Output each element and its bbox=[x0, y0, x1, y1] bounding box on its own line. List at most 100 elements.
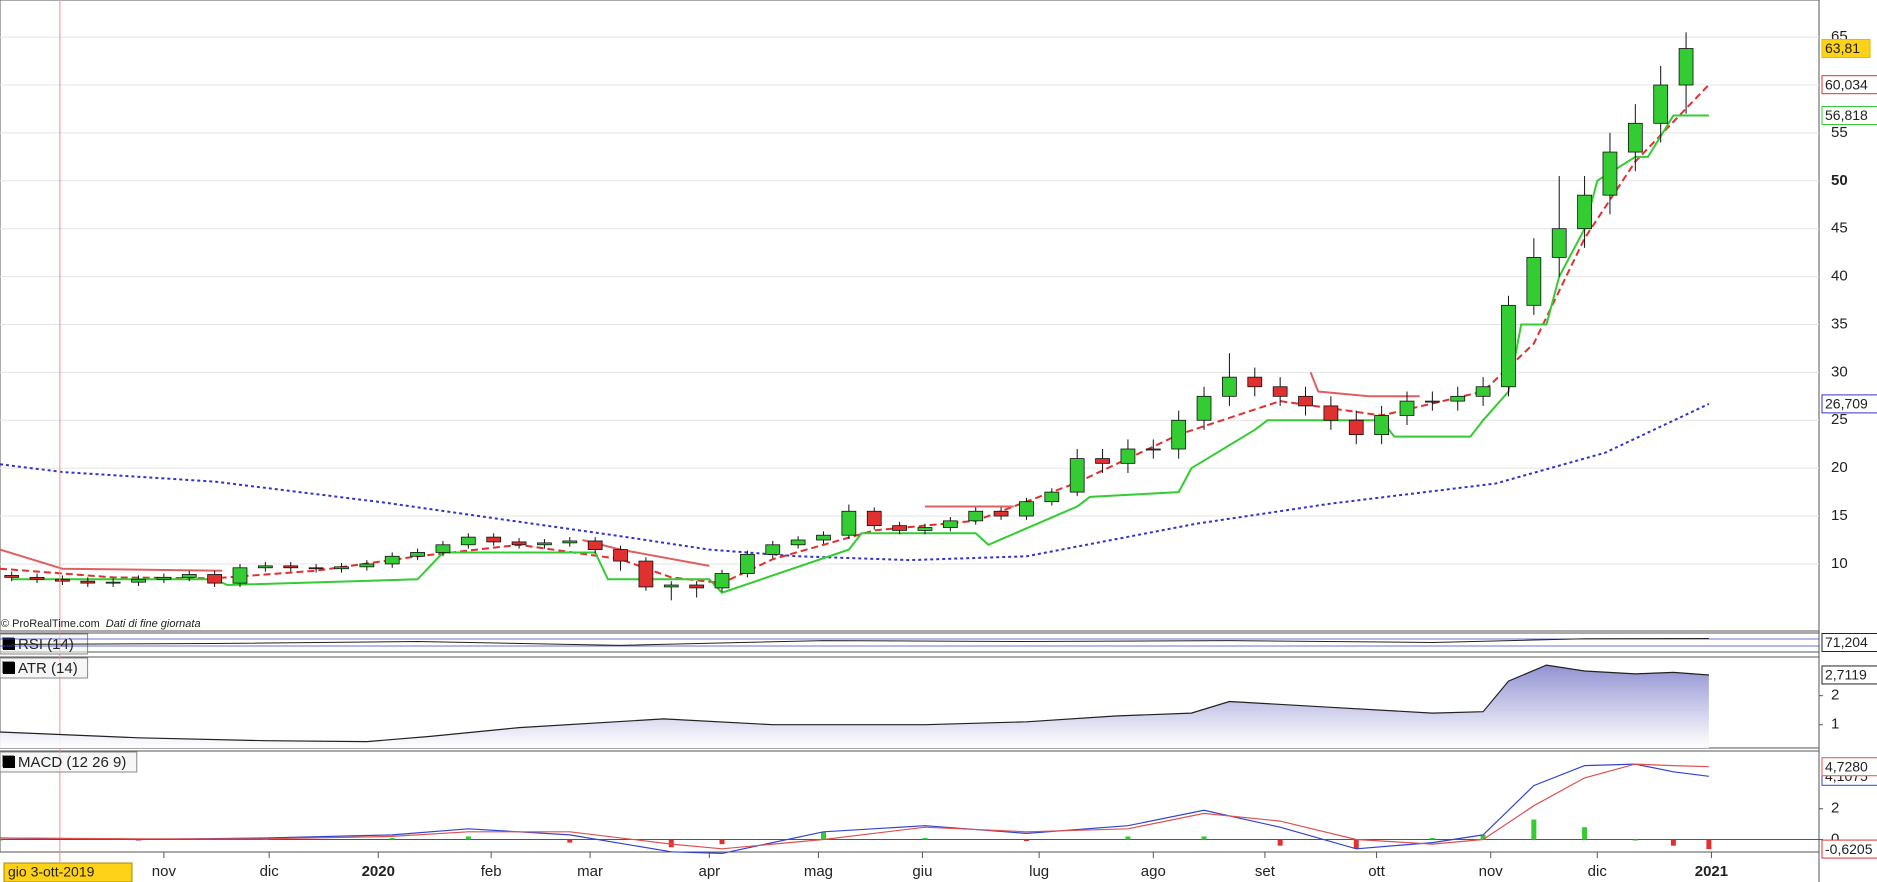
histogram-bar bbox=[567, 839, 573, 843]
cursor-label-box bbox=[3, 862, 133, 882]
value-label: 60,034 bbox=[1825, 76, 1868, 92]
value-label-box bbox=[1821, 105, 1877, 125]
overlay-line bbox=[0, 402, 1710, 562]
x-tick-label: nov bbox=[152, 863, 177, 880]
candle-body bbox=[1171, 419, 1187, 450]
candle-body bbox=[232, 567, 248, 584]
candle-body bbox=[410, 552, 425, 557]
x-tick-label: 2020 bbox=[362, 863, 395, 880]
copyright-text: © ProRealTime.com bbox=[1, 618, 100, 630]
x-tick-label: lug bbox=[1029, 863, 1049, 880]
y-tick-label: 1 bbox=[1831, 716, 1839, 733]
candle-body bbox=[1374, 415, 1390, 436]
histogram-bar bbox=[1582, 827, 1588, 840]
atr-line bbox=[0, 664, 1709, 743]
candle-body bbox=[55, 578, 70, 582]
candle-body bbox=[1602, 151, 1618, 196]
candle-body bbox=[714, 573, 730, 589]
y-tick-label: 15 bbox=[1831, 507, 1848, 524]
candle-body bbox=[841, 510, 857, 536]
value-label: 56,818 bbox=[1825, 107, 1868, 123]
candle-body bbox=[1526, 257, 1542, 306]
rsi-line bbox=[11, 638, 1709, 646]
histogram-bar bbox=[922, 837, 928, 840]
value-label-box bbox=[1821, 633, 1877, 652]
candle-body bbox=[486, 536, 502, 543]
candle-body bbox=[1551, 228, 1567, 258]
x-tick-label: feb bbox=[481, 863, 502, 880]
candle-body bbox=[1424, 400, 1440, 403]
candle-body bbox=[460, 536, 476, 546]
x-tick-label: dic bbox=[1588, 863, 1608, 880]
candle-body bbox=[1044, 491, 1060, 503]
histogram-bar bbox=[465, 836, 471, 840]
macd-line bbox=[0, 763, 1709, 855]
candle-body bbox=[1678, 48, 1694, 86]
candle-body bbox=[689, 584, 705, 589]
histogram-bar bbox=[820, 831, 826, 840]
value-label-box bbox=[1821, 75, 1877, 95]
y-tick-label: 10 bbox=[1831, 555, 1848, 572]
indicator-icon bbox=[3, 662, 15, 674]
y-tick-label: 2 bbox=[1831, 800, 1839, 817]
note-text: Dati di fine giornata bbox=[106, 618, 201, 630]
cursor-label: gio 3-ott-2019 bbox=[8, 864, 95, 880]
candle-body bbox=[257, 565, 273, 569]
histogram-bar bbox=[1531, 819, 1537, 840]
candle-body bbox=[968, 510, 984, 522]
x-tick-label: set bbox=[1255, 863, 1276, 880]
candle-body bbox=[1450, 395, 1466, 402]
value-label: 2,7119 bbox=[1825, 667, 1867, 683]
x-tick-label: mar bbox=[577, 863, 603, 880]
y-tick-label: 55 bbox=[1831, 124, 1848, 141]
macd-line bbox=[0, 763, 1709, 850]
indicator-title: MACD (12 26 9) bbox=[18, 754, 126, 771]
candle-body bbox=[29, 576, 45, 580]
indicator-icon bbox=[3, 756, 15, 768]
candle-body bbox=[1627, 122, 1643, 153]
y-tick-label: 2 bbox=[1831, 687, 1839, 704]
indicator-title: ATR (14) bbox=[18, 660, 78, 677]
candle-body bbox=[1653, 84, 1669, 124]
y-tick-label: 30 bbox=[1831, 363, 1848, 380]
candle-body bbox=[765, 544, 781, 555]
candle-body bbox=[917, 527, 933, 531]
candle-body bbox=[816, 534, 831, 541]
candle-body bbox=[562, 540, 578, 544]
candle-body bbox=[1069, 458, 1085, 493]
candle-body bbox=[511, 541, 527, 546]
candle-body bbox=[663, 584, 679, 588]
y-tick-label: 45 bbox=[1831, 220, 1848, 237]
candle-body bbox=[740, 553, 755, 574]
histogram-bar bbox=[389, 837, 395, 840]
histogram-bar bbox=[1353, 839, 1359, 849]
candle-body bbox=[1196, 395, 1212, 421]
candle-body bbox=[384, 555, 400, 565]
candle-body bbox=[4, 575, 20, 578]
candle-body bbox=[80, 580, 96, 584]
candle-body bbox=[207, 574, 223, 584]
candle-body bbox=[156, 576, 172, 580]
candle-body bbox=[1019, 501, 1034, 517]
indicator-tag bbox=[0, 657, 89, 679]
y-tick-label: 20 bbox=[1831, 459, 1848, 476]
candle-body bbox=[1348, 419, 1364, 436]
candle-body bbox=[1323, 405, 1339, 421]
candle-body bbox=[105, 581, 121, 584]
candle-body bbox=[1501, 304, 1516, 388]
indicator-icon bbox=[3, 638, 15, 650]
x-tick-label: 2021 bbox=[1695, 863, 1728, 880]
candle-body bbox=[1247, 376, 1263, 388]
candle-body bbox=[1120, 448, 1136, 464]
candle-body bbox=[1399, 400, 1415, 416]
value-label-box bbox=[1821, 665, 1877, 685]
candle-body bbox=[892, 525, 907, 531]
histogram-bar bbox=[1277, 839, 1283, 846]
candle-body bbox=[131, 578, 146, 583]
histogram-bar bbox=[1706, 839, 1712, 850]
y-tick-label: 40 bbox=[1831, 268, 1848, 285]
atr-area bbox=[0, 665, 1709, 748]
value-label: 63,81 bbox=[1825, 40, 1860, 56]
candle-body bbox=[587, 540, 603, 550]
candle-body bbox=[1298, 395, 1313, 407]
